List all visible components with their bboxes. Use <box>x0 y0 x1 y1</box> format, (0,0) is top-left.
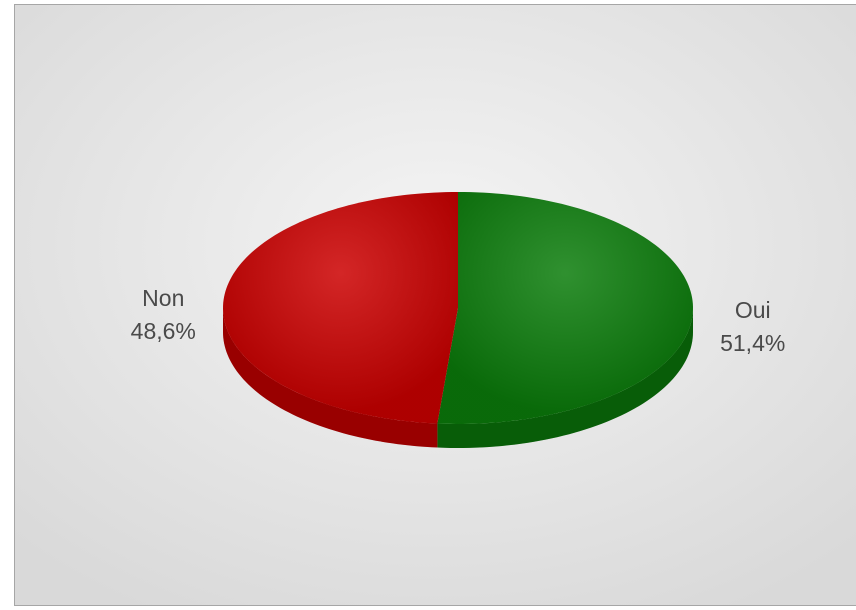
slice-shine <box>437 192 693 424</box>
slice-value-label: 51,4% <box>720 330 785 356</box>
slice-side <box>437 308 693 448</box>
slice-side <box>223 308 438 448</box>
slice-side-shade <box>223 308 438 448</box>
slice-label: Oui <box>735 297 771 323</box>
pie <box>223 192 693 448</box>
slice-side-shade <box>437 308 693 448</box>
slice-label: Non <box>142 285 184 311</box>
slice-value-label: 48,6% <box>131 318 196 344</box>
slice-shine <box>223 192 458 424</box>
